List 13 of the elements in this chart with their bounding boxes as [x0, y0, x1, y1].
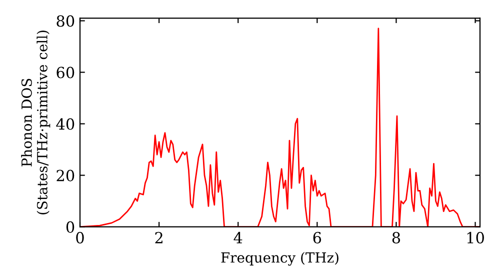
x-axis-title: Frequency (THz): [221, 252, 338, 266]
x-tick-label: 10: [467, 232, 484, 244]
x-tick-label: 0: [76, 232, 84, 244]
y-tick-label: 60: [56, 66, 74, 78]
x-tick-label: 4: [234, 232, 242, 244]
x-tick-label: 2: [155, 232, 162, 244]
y-tick-label: 40: [56, 118, 74, 130]
x-tick-label: 8: [392, 232, 400, 244]
y-tick-label: 20: [56, 170, 74, 182]
y-tick-label: 80: [56, 15, 74, 27]
y-axis-title: Phonon DOS (States/THz·primitive cell): [21, 30, 50, 214]
y-tick-label: 0: [66, 221, 74, 233]
x-tick-label: 6: [313, 232, 322, 244]
